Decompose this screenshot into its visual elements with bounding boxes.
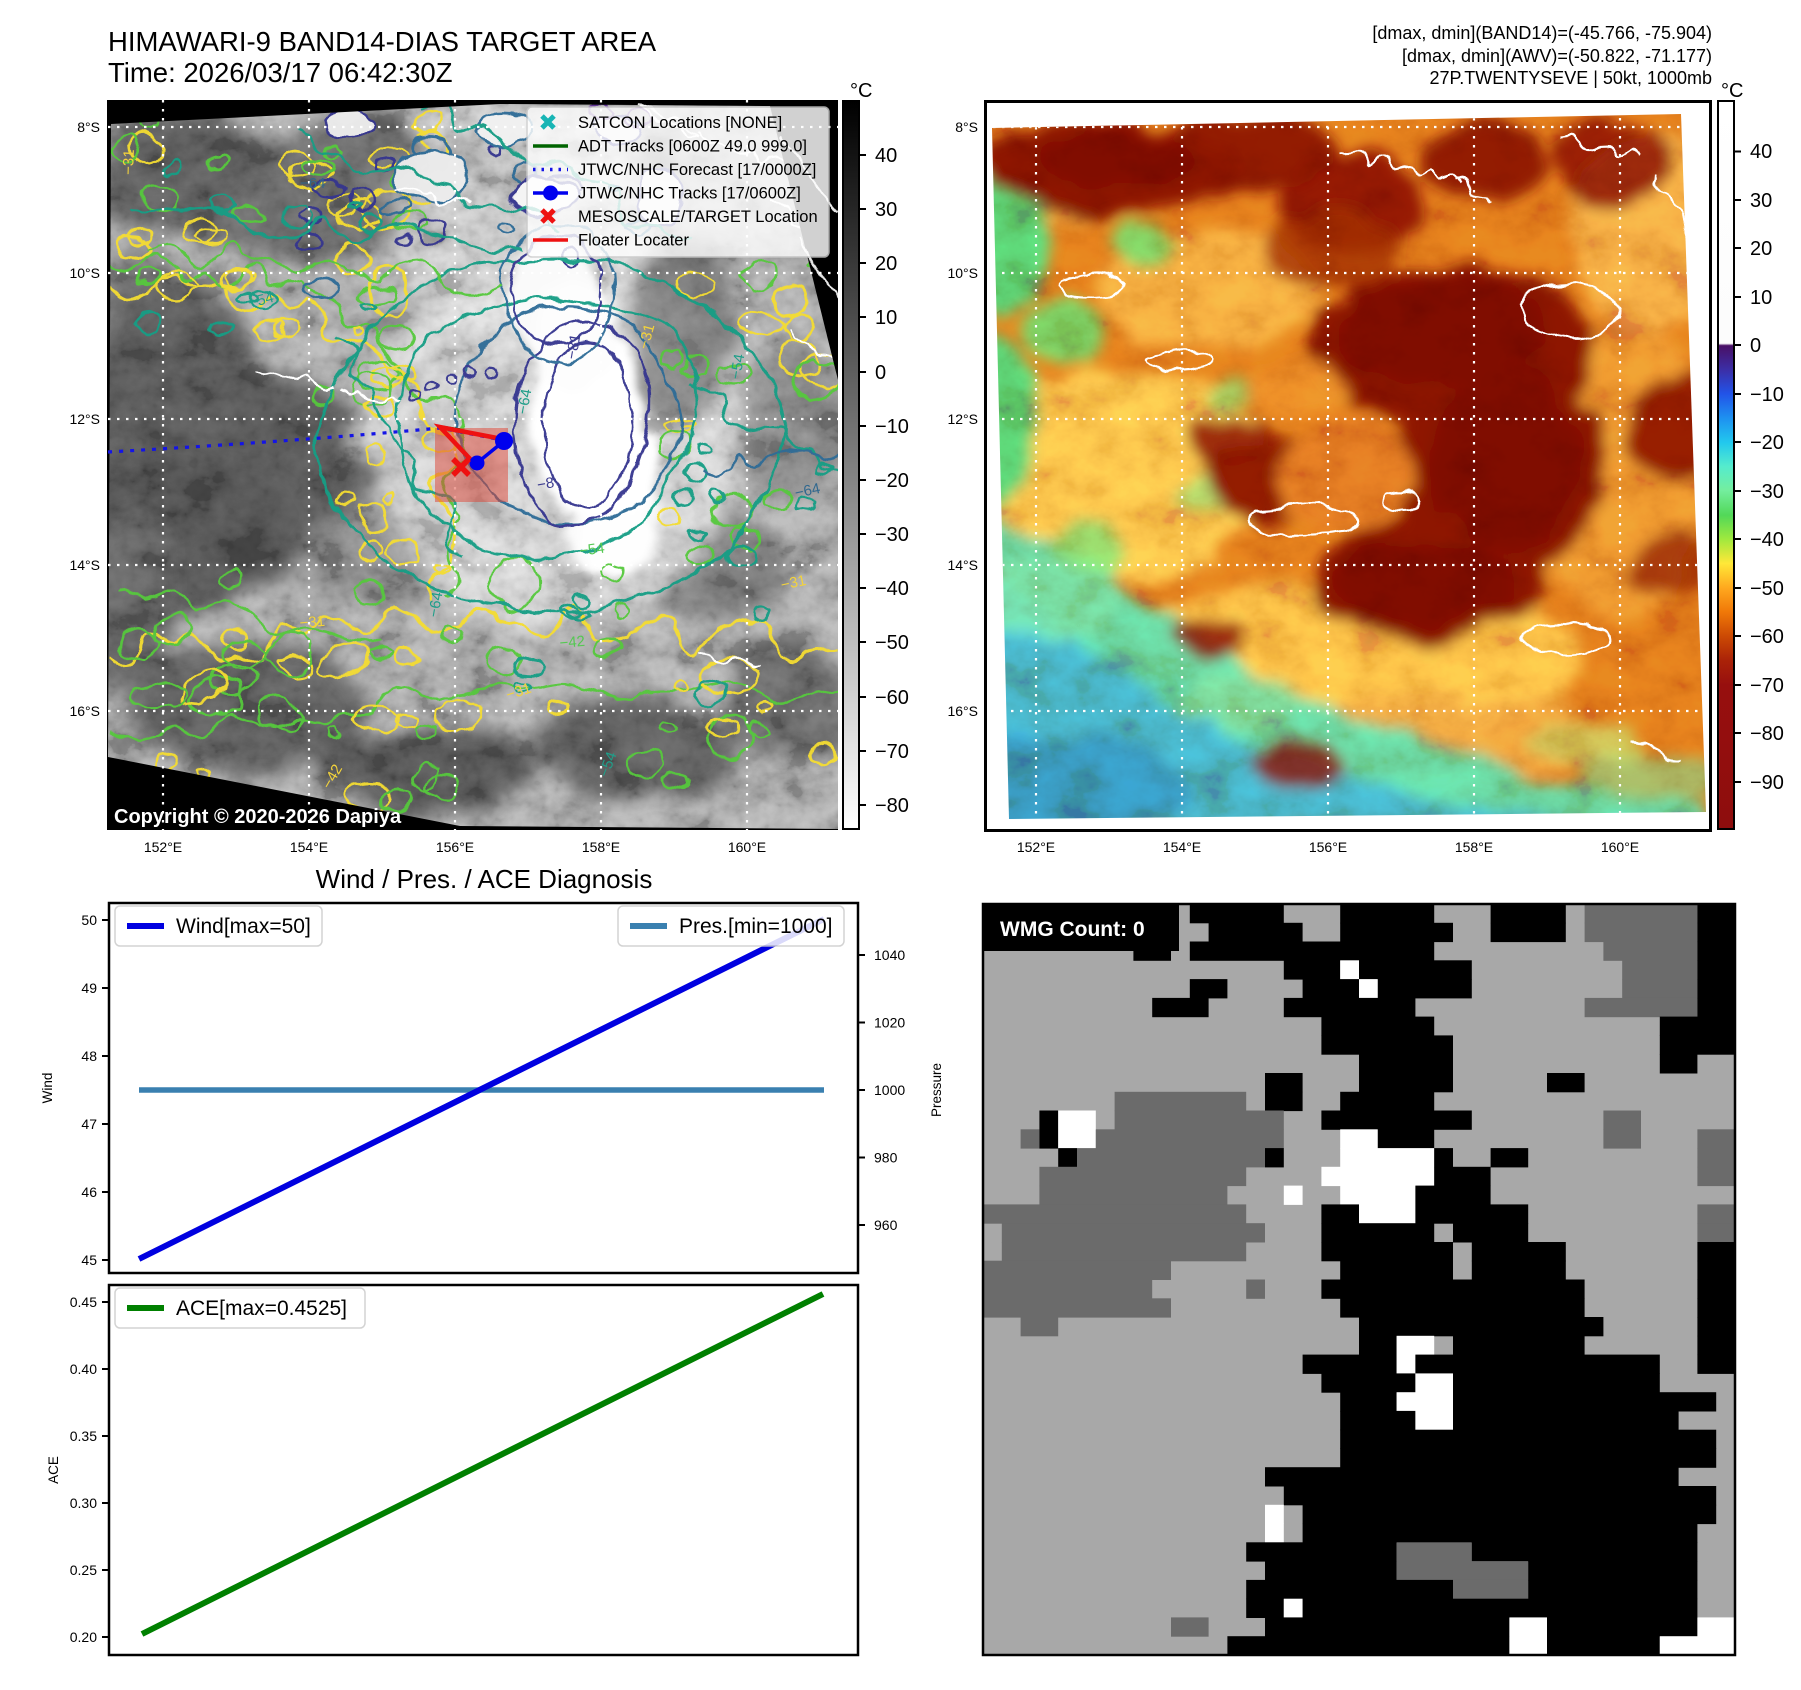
svg-text:−64: −64 (514, 388, 535, 416)
svg-text:45: 45 (81, 1252, 97, 1268)
svg-text:0.35: 0.35 (70, 1428, 97, 1444)
svg-text:ADT Tracks [0600Z 49.0 999.0]: ADT Tracks [0600Z 49.0 999.0] (578, 138, 807, 156)
svg-text:−20: −20 (1750, 432, 1784, 454)
svg-text:−31: −31 (779, 572, 807, 594)
svg-text:Pres.[min=1000]: Pres.[min=1000] (679, 915, 833, 938)
svg-text:−90: −90 (1750, 772, 1784, 794)
svg-text:47: 47 (81, 1116, 97, 1132)
svg-text:−60: −60 (875, 687, 909, 709)
svg-text:−64: −64 (793, 480, 821, 502)
svg-text:−50: −50 (1750, 578, 1784, 600)
svg-text:MESOSCALE/TARGET Location: MESOSCALE/TARGET Location (578, 208, 818, 226)
svg-text:0: 0 (875, 362, 886, 384)
svg-text:°C: °C (1721, 80, 1743, 102)
svg-text:WMG Count: 0: WMG Count: 0 (1000, 918, 1145, 941)
svg-text:−40: −40 (875, 578, 909, 600)
svg-text:JTWC/NHC Forecast [17/0000Z]: JTWC/NHC Forecast [17/0000Z] (578, 161, 816, 179)
svg-text:−50: −50 (875, 632, 909, 654)
svg-text:48: 48 (81, 1048, 97, 1064)
svg-text:−40: −40 (1750, 529, 1784, 551)
svg-text:Wind / Pres. / ACE Diagnosis: Wind / Pres. / ACE Diagnosis (316, 864, 653, 894)
svg-text:−10: −10 (1750, 384, 1784, 406)
svg-text:0.40: 0.40 (70, 1361, 97, 1377)
svg-text:30: 30 (875, 199, 897, 221)
svg-text:10: 10 (1750, 287, 1772, 309)
svg-text:JTWC/NHC Tracks [17/0600Z]: JTWC/NHC Tracks [17/0600Z] (578, 185, 801, 203)
svg-text:−64: −64 (425, 591, 446, 619)
svg-text:−54: −54 (578, 540, 606, 560)
svg-text:20: 20 (1750, 238, 1772, 260)
svg-text:10: 10 (875, 307, 897, 329)
svg-text:960: 960 (874, 1217, 898, 1233)
svg-text:−20: −20 (875, 470, 909, 492)
svg-text:−8: −8 (536, 474, 556, 494)
svg-text:40: 40 (1750, 141, 1772, 163)
svg-text:49: 49 (81, 980, 97, 996)
svg-text:20: 20 (875, 253, 897, 275)
svg-text:50: 50 (81, 912, 97, 928)
svg-text:30: 30 (1750, 190, 1772, 212)
svg-text:−70: −70 (875, 741, 909, 763)
svg-text:0.20: 0.20 (70, 1629, 97, 1645)
svg-text:Wind: Wind (40, 1073, 55, 1104)
svg-text:−80: −80 (875, 795, 909, 817)
svg-text:−31: −31 (120, 149, 138, 175)
svg-text:−10: −10 (875, 416, 909, 438)
svg-text:1020: 1020 (874, 1015, 905, 1031)
svg-text:980: 980 (874, 1150, 898, 1166)
svg-text:−80: −80 (1750, 723, 1784, 745)
svg-text:−54: −54 (247, 289, 276, 312)
svg-text:−54: −54 (727, 353, 748, 381)
svg-text:−31: −31 (635, 322, 658, 351)
svg-text:40: 40 (875, 145, 897, 167)
svg-text:0.45: 0.45 (70, 1294, 97, 1310)
svg-text:0.30: 0.30 (70, 1495, 97, 1511)
svg-text:−81: −81 (563, 333, 584, 361)
svg-text:−70: −70 (1750, 675, 1784, 697)
svg-text:SATCON Locations [NONE]: SATCON Locations [NONE] (578, 114, 782, 132)
svg-text:1000: 1000 (874, 1082, 905, 1098)
svg-text:ACE[max=0.4525]: ACE[max=0.4525] (176, 1297, 347, 1320)
svg-text:ACE: ACE (46, 1456, 61, 1484)
svg-text:−31: −31 (299, 613, 326, 632)
svg-text:−42: −42 (559, 633, 586, 652)
svg-text:−64: −64 (300, 175, 325, 192)
svg-text:Floater Locater: Floater Locater (578, 232, 689, 250)
svg-text:−30: −30 (1750, 481, 1784, 503)
svg-text:−60: −60 (1750, 626, 1784, 648)
svg-text:Pressure: Pressure (929, 1063, 944, 1117)
svg-text:46: 46 (81, 1184, 97, 1200)
svg-text:°C: °C (850, 80, 872, 102)
svg-text:1040: 1040 (874, 947, 905, 963)
svg-text:Wind[max=50]: Wind[max=50] (176, 915, 311, 938)
svg-text:Copyright © 2020-2026 Dapiya: Copyright © 2020-2026 Dapiya (114, 806, 402, 828)
svg-text:0: 0 (1750, 335, 1761, 357)
svg-text:0.25: 0.25 (70, 1562, 97, 1578)
svg-text:−30: −30 (875, 524, 909, 546)
